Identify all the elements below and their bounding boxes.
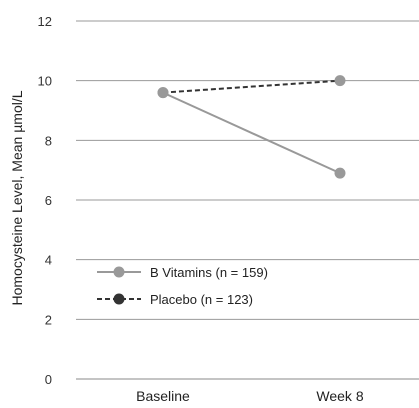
y-tick-label: 10 [38, 74, 52, 89]
x-tick-label: Baseline [136, 388, 190, 404]
x-tick-labels: Baseline Week 8 [136, 388, 364, 404]
series-line-1 [162, 79, 341, 94]
x-tick-label: Week 8 [316, 388, 363, 404]
data-point [334, 167, 346, 179]
legend-marker-0 [113, 266, 125, 278]
y-tick-label: 6 [45, 193, 52, 208]
y-tick-label: 4 [45, 253, 52, 268]
y-tick-label: 0 [45, 372, 52, 387]
data-point [157, 87, 169, 99]
grid-lines [76, 20, 419, 380]
legend-label-1: Placebo (n = 123) [150, 292, 253, 307]
y-axis-label: Homocysteine Level, Mean µmol/L [9, 90, 25, 305]
y-tick-label: 12 [38, 14, 52, 29]
y-tick-label: 8 [45, 133, 52, 148]
series-line-0 [162, 91, 341, 175]
y-tick-label: 2 [45, 312, 52, 327]
series-group [157, 75, 346, 179]
legend-marker-1 [113, 293, 125, 305]
legend: B Vitamins (n = 159) Placebo (n = 123) [97, 265, 268, 307]
legend-label-0: B Vitamins (n = 159) [150, 265, 268, 280]
y-tick-labels: 0 2 4 6 8 10 12 [38, 14, 52, 387]
data-point [334, 75, 346, 87]
